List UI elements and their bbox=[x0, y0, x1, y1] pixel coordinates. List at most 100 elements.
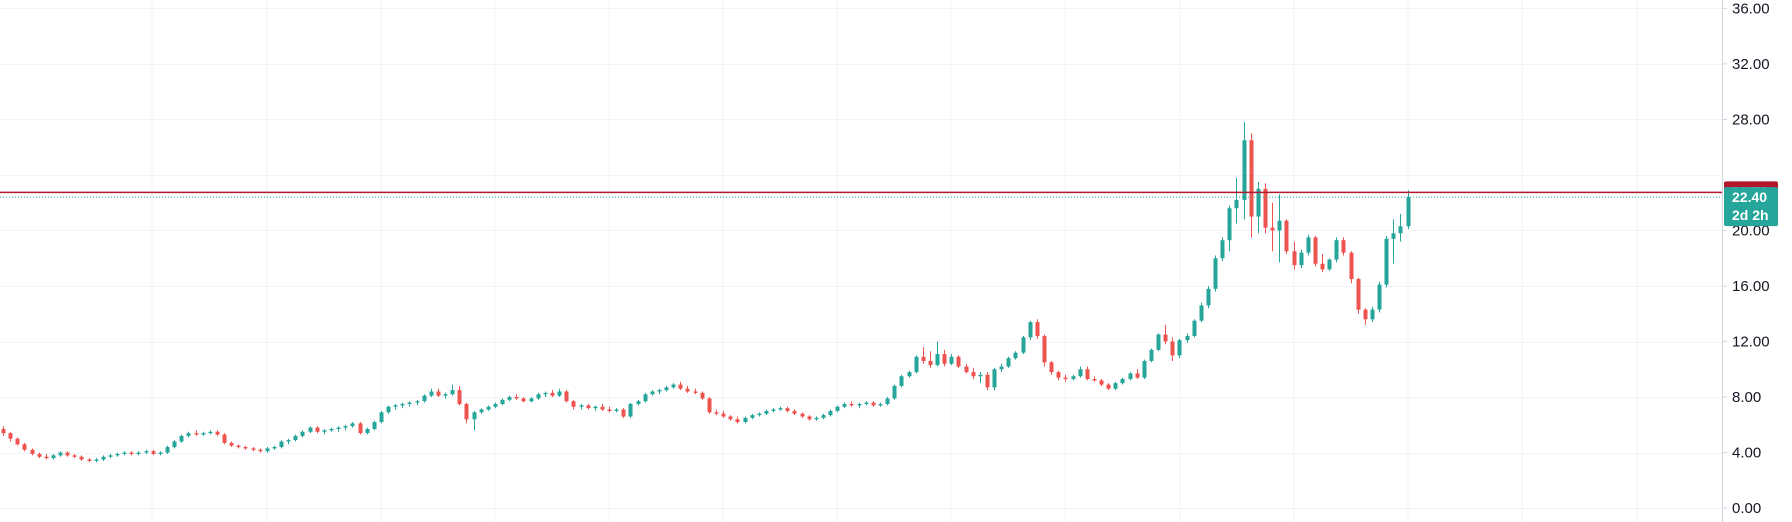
candle-body bbox=[343, 426, 348, 428]
candle bbox=[1277, 194, 1282, 263]
candle-body bbox=[1106, 384, 1111, 389]
candle bbox=[1213, 255, 1218, 292]
candle-body bbox=[885, 398, 890, 404]
candle bbox=[600, 403, 605, 411]
candle-body bbox=[1292, 251, 1297, 266]
candle-body bbox=[628, 403, 633, 417]
candle bbox=[293, 434, 298, 442]
candle bbox=[1085, 366, 1090, 381]
candle-body bbox=[536, 394, 541, 399]
candle-body bbox=[1206, 288, 1211, 306]
candle bbox=[1142, 359, 1147, 380]
candle bbox=[1306, 234, 1311, 256]
candle bbox=[557, 388, 562, 398]
candle-body bbox=[671, 384, 676, 388]
candle bbox=[764, 409, 769, 416]
candle bbox=[400, 402, 405, 409]
candle-body bbox=[329, 428, 334, 431]
candle bbox=[828, 409, 833, 417]
candle-body bbox=[500, 399, 505, 404]
candle bbox=[479, 408, 484, 414]
candle-body bbox=[129, 452, 134, 454]
candle-body bbox=[1377, 284, 1382, 310]
price-axis[interactable]: 0.00 4.00 8.00 12.00 16.00 20.00 28.00 32.00 36.… bbox=[1722, 0, 1778, 522]
candle-body bbox=[172, 441, 177, 448]
candle-body bbox=[308, 427, 313, 432]
candle-body bbox=[1128, 373, 1133, 380]
candle-body bbox=[101, 456, 106, 460]
candle-body bbox=[636, 401, 641, 404]
candle bbox=[693, 388, 698, 395]
candle-body bbox=[949, 356, 954, 364]
candle-body bbox=[785, 408, 790, 411]
candle-body bbox=[907, 372, 912, 377]
candle bbox=[543, 391, 548, 398]
candle bbox=[1299, 249, 1304, 268]
candle bbox=[379, 410, 384, 424]
candle bbox=[372, 420, 377, 431]
candle bbox=[115, 452, 120, 457]
candle bbox=[358, 422, 363, 435]
candle bbox=[1092, 376, 1097, 382]
candle-body bbox=[1299, 252, 1304, 266]
candle-body bbox=[978, 374, 983, 377]
candles bbox=[1, 122, 1411, 463]
candle-body bbox=[849, 403, 854, 406]
candle-body bbox=[657, 390, 662, 392]
candle-body bbox=[65, 452, 70, 456]
candle bbox=[607, 406, 612, 413]
candle bbox=[1370, 306, 1375, 323]
candle bbox=[44, 453, 49, 460]
candle bbox=[1120, 377, 1125, 385]
candle bbox=[272, 445, 277, 450]
candle bbox=[286, 438, 291, 445]
candle-body bbox=[899, 376, 904, 386]
candle bbox=[1078, 366, 1083, 378]
candle-body bbox=[1227, 208, 1232, 241]
candle bbox=[678, 381, 683, 391]
candle-body bbox=[1320, 263, 1325, 270]
candle-body bbox=[165, 447, 170, 453]
candle bbox=[593, 405, 598, 411]
candle-body bbox=[108, 455, 113, 457]
candle bbox=[707, 397, 712, 414]
candle-body bbox=[1391, 233, 1396, 239]
candle-body bbox=[1327, 259, 1332, 270]
candle bbox=[1398, 213, 1403, 242]
candle bbox=[8, 431, 13, 442]
candle bbox=[336, 426, 341, 432]
candle bbox=[1035, 319, 1040, 339]
candle bbox=[757, 412, 762, 417]
candle-body bbox=[215, 431, 220, 435]
candle-body bbox=[44, 456, 49, 459]
candle-body bbox=[1242, 140, 1247, 200]
axis-tick-label: 16.00 bbox=[1732, 278, 1770, 295]
candle-body bbox=[557, 391, 562, 396]
candle bbox=[37, 452, 42, 459]
candle-body bbox=[864, 402, 869, 404]
candle-body bbox=[593, 406, 598, 409]
candle bbox=[971, 367, 976, 380]
candle-body bbox=[222, 434, 227, 443]
candle-body bbox=[379, 412, 384, 423]
candle-body bbox=[792, 410, 797, 414]
candle bbox=[343, 424, 348, 431]
candle bbox=[821, 413, 826, 420]
candle bbox=[785, 406, 790, 413]
candle bbox=[101, 455, 106, 461]
candle bbox=[58, 451, 63, 457]
candle bbox=[1356, 277, 1361, 314]
candle-body bbox=[1398, 226, 1403, 234]
candle-body bbox=[457, 390, 462, 404]
candle bbox=[144, 449, 149, 454]
candle-body bbox=[136, 452, 141, 454]
candle bbox=[1391, 219, 1396, 264]
candle bbox=[892, 384, 897, 400]
candle-body bbox=[614, 409, 619, 411]
candle bbox=[251, 447, 256, 452]
candle bbox=[835, 405, 840, 413]
candle bbox=[15, 437, 20, 446]
candle bbox=[949, 354, 954, 366]
